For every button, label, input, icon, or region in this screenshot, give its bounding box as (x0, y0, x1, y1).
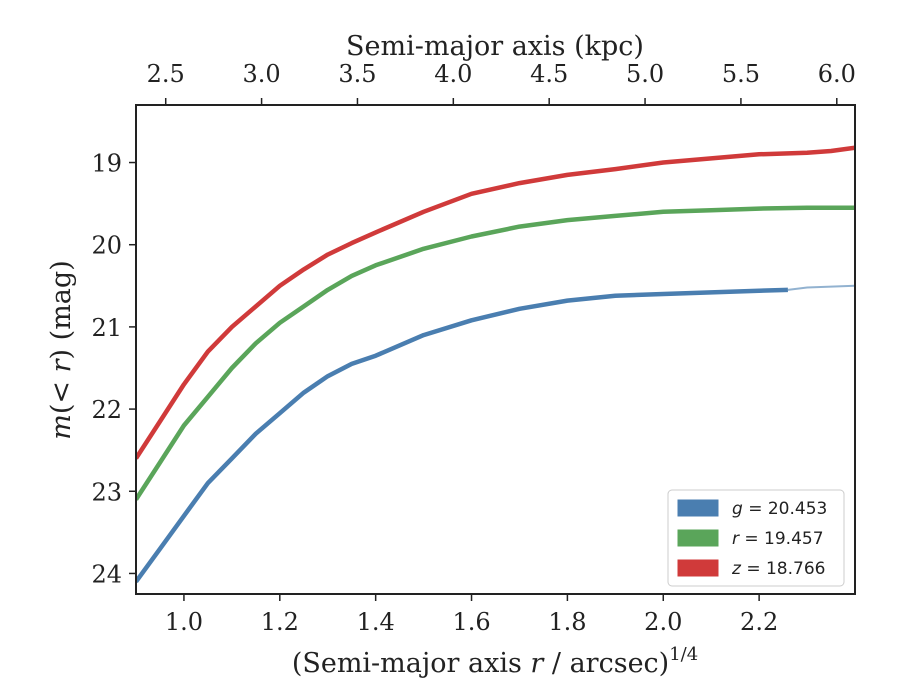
y-axis-title: m(< r) (mag) (46, 260, 77, 439)
series-g-extension (787, 284, 855, 291)
series-layer (136, 145, 855, 584)
x2-tick-label: 5.0 (626, 60, 664, 88)
y-axis-title-var: m (46, 414, 77, 440)
x-axis-title-suffix: / arcsec) (543, 648, 669, 679)
x-axis-title-prefix: (Semi-major axis (292, 648, 531, 679)
x2-tick-label: 4.0 (434, 60, 472, 88)
x-axis-title-var: r (530, 648, 545, 679)
legend-var-r: r (732, 529, 740, 549)
y-axis-title-inner: < r (46, 357, 77, 403)
x-axis-title-exponent: 1/4 (669, 644, 698, 665)
legend-var-g: g (732, 499, 743, 519)
legend-value-z: = 18.766 (741, 559, 826, 579)
y-tick-label: 19 (91, 150, 122, 178)
x2-tick-label: 4.5 (530, 60, 568, 88)
y-axis-title-unit: (mag) (46, 260, 77, 349)
legend-label-g: g = 20.453 (732, 499, 827, 519)
legend-swatch-r (677, 529, 719, 547)
x-tick-label: 1.4 (357, 608, 395, 636)
legend-var-z: z (731, 559, 742, 579)
legend-label-r: r = 19.457 (732, 529, 824, 549)
legend-value-g: = 20.453 (743, 499, 828, 519)
x2-tick-label: 6.0 (818, 60, 856, 88)
series-r-line (136, 205, 855, 501)
legend-swatch-z (677, 559, 719, 577)
y-tick-label: 23 (91, 478, 122, 506)
x2-axis-title: Semi-major axis (kpc) (346, 31, 644, 62)
y-tick-label: 20 (91, 232, 122, 260)
legend-value-r: = 19.457 (739, 529, 824, 549)
y-tick-label: 21 (91, 314, 122, 342)
y-tick-label: 22 (91, 396, 122, 424)
legend-label-z: z = 18.766 (731, 559, 825, 579)
x-tick-label: 1.0 (165, 608, 203, 636)
x2-tick-label: 2.5 (147, 60, 185, 88)
x2-tick-label: 5.5 (722, 60, 760, 88)
series-z-line (136, 145, 855, 460)
series-g-line (136, 287, 788, 584)
ticks-layer: 1.0 1.2 1.4 1.6 1.8 2.0 2.2 19 20 21 22 23 24 2.5 3.0 3… (91, 60, 855, 636)
x2-tick-label: 3.0 (242, 60, 280, 88)
x2-tick-label: 3.5 (338, 60, 376, 88)
x-axis-title: (Semi-major axis r / arcsec)1/4 (292, 644, 698, 679)
legend-swatch-g (677, 499, 719, 517)
x-tick-label: 1.2 (261, 608, 299, 636)
y-axis-title-close: ) (46, 349, 77, 360)
y-tick-label: 24 (91, 560, 122, 588)
plot-frame (135, 104, 856, 595)
x-tick-label: 2.0 (644, 608, 682, 636)
x-tick-label: 1.8 (548, 608, 586, 636)
x-tick-label: 2.2 (740, 608, 778, 636)
x-tick-label: 1.6 (452, 608, 490, 636)
y-axis-title-open: ( (46, 404, 77, 415)
